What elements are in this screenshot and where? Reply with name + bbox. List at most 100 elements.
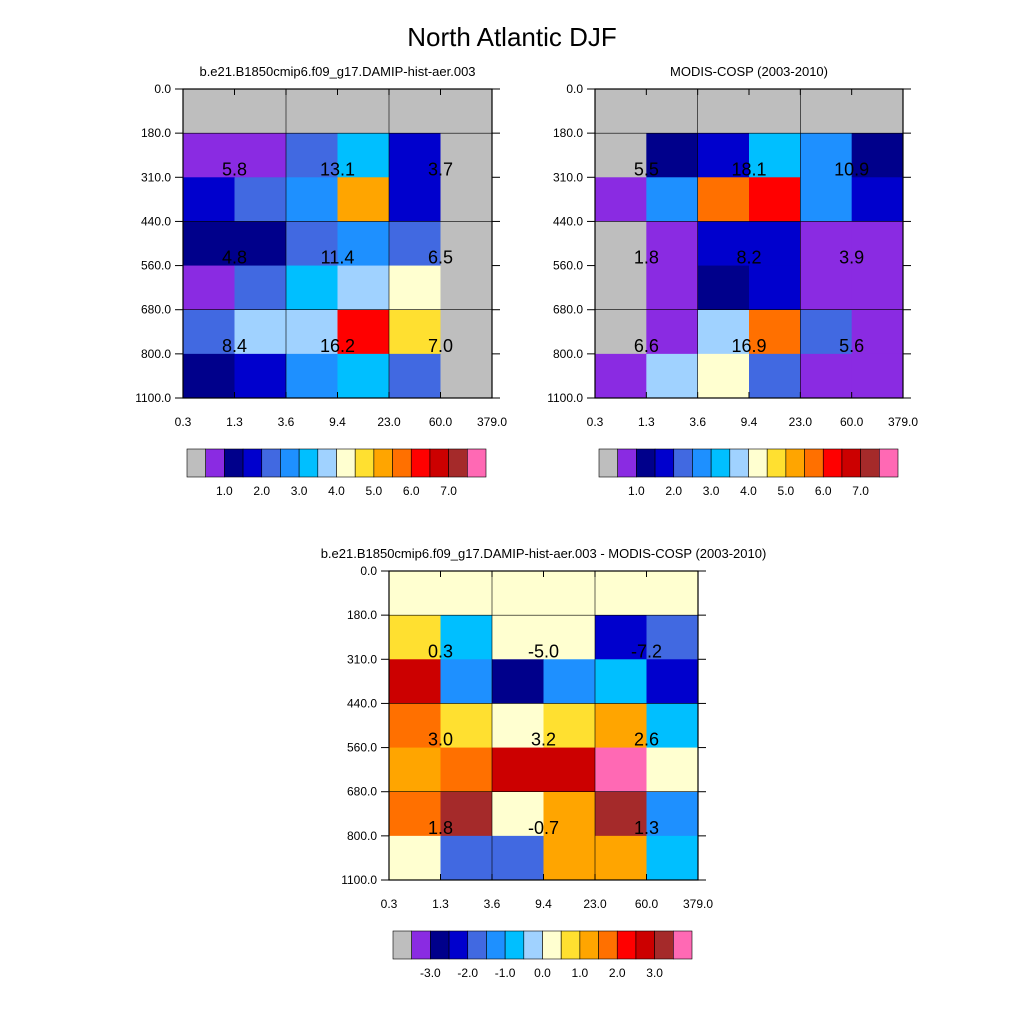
heatmap-cell	[234, 265, 287, 311]
cell-value-label: 8.2	[736, 248, 761, 268]
y-tick-label: 560.0	[553, 259, 583, 273]
heatmap-cell	[440, 571, 493, 616]
x-tick-label: 23.0	[789, 415, 813, 429]
heatmap-cell	[492, 747, 544, 793]
heatmap-cell	[697, 309, 750, 355]
colorbar-label: -3.0	[420, 966, 441, 980]
colorbar: 1.0 2.0 3.0 4.0 5.0 6.0 7.0	[598, 448, 899, 498]
heatmap-cell	[697, 89, 750, 134]
heatmap-cell	[595, 133, 647, 178]
heatmap-cell	[749, 265, 801, 311]
heatmap-cell	[543, 791, 596, 837]
colorbar-label: 2.0	[665, 484, 682, 498]
y-tick-label: 180.0	[347, 608, 377, 622]
cell-value-label: 6.5	[428, 248, 453, 268]
heatmap-cell	[543, 571, 596, 616]
colorbar-label: 1.0	[628, 484, 645, 498]
x-tick-label: 0.3	[175, 415, 192, 429]
heatmap-cell	[595, 221, 647, 267]
colorbar-box	[654, 448, 675, 478]
cell-value-label: 5.6	[839, 336, 864, 356]
heatmap-cell	[800, 133, 853, 178]
heatmap-cell	[749, 89, 801, 134]
colorbar-box	[373, 448, 393, 478]
heatmap-cell	[440, 791, 493, 837]
cell-value-label: 3.0	[428, 730, 453, 750]
colorbar-box	[224, 448, 244, 478]
heatmap-cell	[697, 265, 750, 311]
colorbar-box	[392, 930, 412, 960]
heatmap-cell	[851, 177, 904, 222]
cell-value-label: 2.6	[634, 730, 659, 750]
heatmap-cell	[440, 89, 493, 134]
cell-value-label: -0.7	[528, 818, 559, 838]
colorbar-label: -1.0	[495, 966, 516, 980]
y-tick-label: 800.0	[553, 347, 583, 361]
heatmap-cell	[595, 89, 647, 134]
heatmap-cell	[749, 221, 801, 267]
heatmap-cell	[389, 571, 441, 616]
heatmap-cell	[183, 89, 235, 134]
colorbar-box	[542, 930, 562, 960]
colorbar-box	[785, 448, 805, 478]
heatmap-cell	[234, 309, 287, 355]
cell-value-label: 3.2	[531, 730, 556, 750]
heatmap-cell	[286, 133, 338, 178]
cell-value-label: 13.1	[320, 159, 355, 179]
panel-title: MODIS-COSP (2003-2010)	[670, 64, 828, 79]
colorbar-label: 3.0	[646, 966, 663, 980]
y-tick-label: 1100.0	[135, 391, 171, 405]
colorbar-box	[616, 930, 637, 960]
heatmap-cell	[492, 835, 544, 881]
heatmap-cell	[440, 265, 493, 311]
x-tick-label: 0.3	[381, 897, 398, 911]
heatmap-cell	[851, 353, 904, 399]
heatmap-cell	[389, 703, 441, 749]
heatmap-cell	[800, 89, 853, 134]
x-tick-label: 1.3	[638, 415, 655, 429]
x-tick-label: 1.3	[226, 415, 243, 429]
colorbar-label: 7.0	[852, 484, 869, 498]
cell-value-label: 1.8	[634, 248, 659, 268]
heatmap-cell	[543, 747, 596, 793]
x-tick-label: 9.4	[329, 415, 346, 429]
heatmap-cell	[337, 89, 390, 134]
colorbar-box	[598, 448, 618, 478]
heatmap-cell	[234, 221, 287, 267]
heatmap-cell	[595, 703, 647, 749]
heatmap-cell	[697, 177, 750, 222]
colorbar-label: 0.0	[534, 966, 551, 980]
cell-value-label: 1.8	[428, 818, 453, 838]
panel-2: 0.3 1.3 3.6 9.4 23.0 60.0 379.0 0.0 180.0 310.0 44…	[547, 64, 918, 498]
colorbar-box	[748, 448, 768, 478]
heatmap-cell	[183, 309, 235, 355]
y-tick-label: 310.0	[347, 652, 377, 666]
colorbar-box	[410, 448, 431, 478]
y-tick-label: 680.0	[553, 303, 583, 317]
colorbar-box	[467, 930, 487, 960]
heatmap-cell	[234, 89, 287, 134]
heatmap-cell	[440, 615, 493, 660]
x-tick-label: 3.6	[484, 897, 501, 911]
colorbar-box	[766, 448, 787, 478]
colorbar-box	[523, 930, 543, 960]
heatmap-cell	[183, 133, 235, 178]
heatmap-cell	[851, 89, 904, 134]
colorbar-box	[579, 930, 599, 960]
heatmap-cell	[337, 133, 390, 178]
heatmap-cell	[183, 353, 235, 399]
y-tick-label: 0.0	[360, 564, 377, 578]
cell-value-label: 7.0	[428, 336, 453, 356]
heatmap-cell	[646, 265, 699, 311]
heatmap-cell	[646, 703, 699, 749]
cell-value-label: 6.6	[634, 336, 659, 356]
colorbar-box	[804, 448, 824, 478]
y-tick-label: 440.0	[347, 696, 377, 710]
heatmap-cell	[646, 177, 699, 222]
heatmap-cell	[646, 571, 699, 616]
heatmap-cell	[851, 133, 904, 178]
heatmap-cell	[389, 353, 441, 399]
heatmap-cell	[646, 221, 699, 267]
heatmap-cell	[595, 659, 647, 704]
colorbar: 1.0 2.0 3.0 4.0 5.0 6.0 7.0	[186, 448, 487, 498]
